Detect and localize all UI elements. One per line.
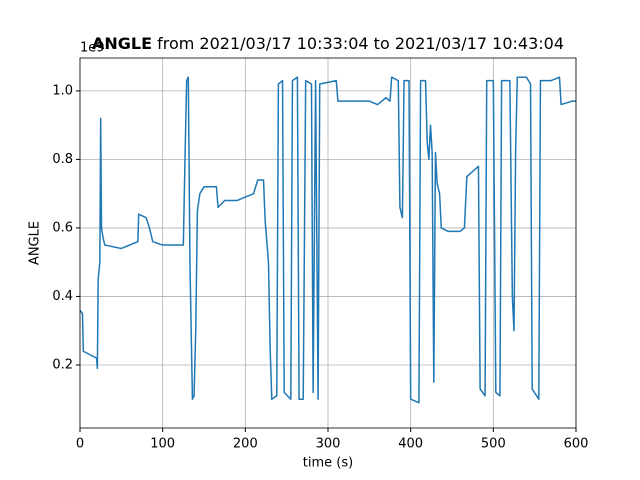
title-rest: from 2021/03/17 10:33:04 to 2021/03/17 1… <box>157 34 564 53</box>
chart-title: ANGLE from 2021/03/17 10:33:04 to 2021/0… <box>92 34 564 53</box>
x-tick-label: 400 <box>398 437 423 452</box>
x-tick-label: 500 <box>481 437 506 452</box>
y-tick-label: 0.4 <box>52 289 73 304</box>
y-axis-label: ANGLE <box>28 221 43 265</box>
x-tick-label: 300 <box>316 437 341 452</box>
data-line <box>79 76 576 404</box>
title-bold: ANGLE <box>92 34 152 53</box>
axes-frame <box>79 57 577 429</box>
x-tick-label: 600 <box>564 437 589 452</box>
y-tick-label: 1.0 <box>52 83 73 98</box>
y-tick-label: 0.6 <box>52 220 73 235</box>
x-axis-label: time (s) <box>303 456 353 471</box>
x-tick-label: 100 <box>150 437 175 452</box>
x-tick-label: 200 <box>233 437 258 452</box>
y-tick-label: 0.8 <box>52 152 73 167</box>
x-tick-label: 0 <box>76 437 84 452</box>
y-tick-label: 0.2 <box>52 357 73 372</box>
y-offset-label: 1e9 <box>80 41 105 56</box>
